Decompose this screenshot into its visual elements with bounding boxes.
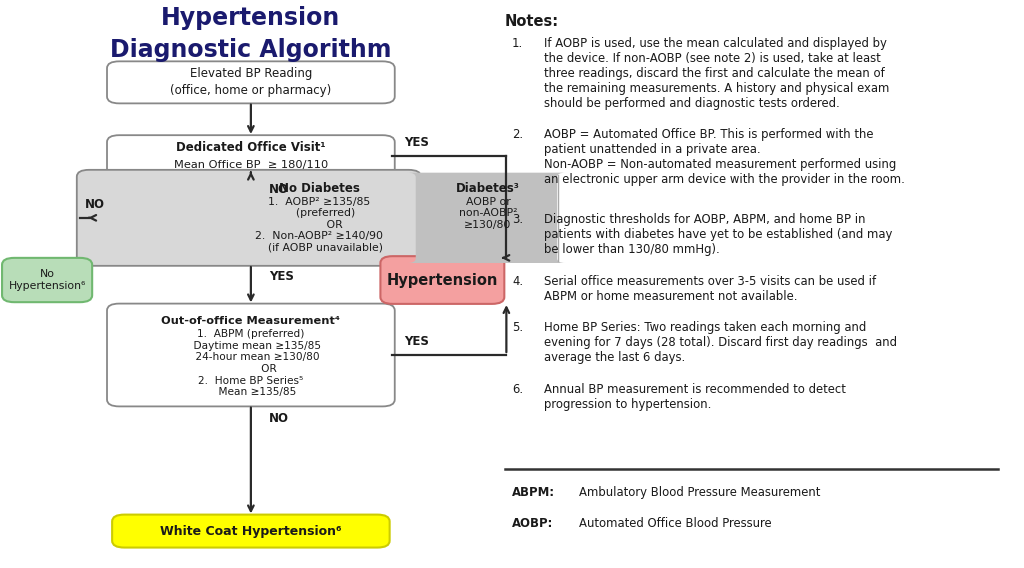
Text: Hypertension: Hypertension (387, 273, 498, 287)
Text: NO: NO (269, 183, 290, 196)
Text: No
Hypertension⁶: No Hypertension⁶ (8, 269, 86, 291)
FancyBboxPatch shape (408, 173, 565, 263)
FancyBboxPatch shape (77, 170, 421, 266)
Text: YES: YES (403, 136, 429, 149)
Text: Home BP Series: Two readings taken each morning and
evening for 7 days (28 total: Home BP Series: Two readings taken each … (544, 321, 897, 364)
FancyBboxPatch shape (112, 515, 389, 548)
Text: Mean Office BP  ≥ 180/110: Mean Office BP ≥ 180/110 (174, 160, 328, 170)
Text: White Coat Hypertension⁶: White Coat Hypertension⁶ (160, 525, 342, 537)
Text: Elevated BP Reading: Elevated BP Reading (189, 68, 312, 80)
Text: Automated Office Blood Pressure: Automated Office Blood Pressure (579, 517, 771, 530)
Text: Ambulatory Blood Pressure Measurement: Ambulatory Blood Pressure Measurement (579, 486, 820, 499)
Text: YES: YES (269, 270, 294, 283)
Text: AOBP or
non-AOBP²
≥130/80: AOBP or non-AOBP² ≥130/80 (459, 197, 517, 229)
Text: NO: NO (269, 412, 290, 425)
Text: Diabetes³: Diabetes³ (456, 182, 520, 195)
Text: If AOBP is used, use the mean calculated and displayed by
the device. If non-AOB: If AOBP is used, use the mean calculated… (544, 37, 889, 110)
Text: 5.: 5. (512, 321, 523, 334)
Text: Diagnostic Algorithm: Diagnostic Algorithm (111, 38, 391, 62)
Text: ABPM:: ABPM: (512, 486, 555, 499)
Text: Annual BP measurement is recommended to detect
progression to hypertension.: Annual BP measurement is recommended to … (544, 383, 846, 411)
FancyBboxPatch shape (106, 303, 395, 407)
Text: Serial office measurements over 3-5 visits can be used if
ABPM or home measureme: Serial office measurements over 3-5 visi… (544, 275, 876, 303)
FancyBboxPatch shape (106, 61, 395, 103)
FancyBboxPatch shape (2, 258, 92, 302)
Text: 4.: 4. (512, 275, 523, 289)
Text: 1.  ABPM (preferred)
    Daytime mean ≥135/85
    24-hour mean ≥130/80
         : 1. ABPM (preferred) Daytime mean ≥135/85… (180, 329, 322, 397)
Text: Notes:: Notes: (505, 14, 559, 29)
FancyBboxPatch shape (106, 135, 395, 177)
Text: NO: NO (85, 198, 105, 211)
Text: 6.: 6. (512, 383, 523, 396)
Text: 3.: 3. (512, 213, 523, 226)
Text: 1.: 1. (512, 37, 523, 50)
Text: 2.: 2. (512, 128, 523, 141)
Text: Dedicated Office Visit¹: Dedicated Office Visit¹ (176, 141, 326, 154)
Text: YES: YES (403, 335, 429, 348)
Text: AOBP:: AOBP: (512, 517, 553, 530)
Text: 1.  AOBP² ≥135/85
    (preferred)
         OR
2.  Non-AOBP² ≥140/90
    (if AOBP: 1. AOBP² ≥135/85 (preferred) OR 2. Non-A… (255, 197, 383, 253)
Text: AOBP = Automated Office BP. This is performed with the
patient unattended in a p: AOBP = Automated Office BP. This is perf… (544, 128, 904, 186)
Text: No Diabetes: No Diabetes (279, 182, 359, 195)
Text: Out-of-office Measurement⁴: Out-of-office Measurement⁴ (162, 316, 340, 325)
Text: (office, home or pharmacy): (office, home or pharmacy) (170, 85, 332, 97)
Text: Diagnostic thresholds for AOBP, ABPM, and home BP in
patients with diabetes have: Diagnostic thresholds for AOBP, ABPM, an… (544, 213, 892, 256)
Text: Hypertension: Hypertension (161, 6, 341, 30)
FancyBboxPatch shape (381, 256, 504, 304)
